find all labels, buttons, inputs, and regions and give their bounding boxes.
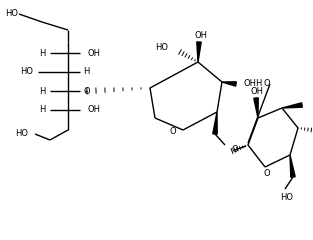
Text: OHH: OHH bbox=[244, 79, 263, 89]
Text: O: O bbox=[231, 145, 238, 155]
Polygon shape bbox=[254, 98, 258, 118]
Text: H: H bbox=[40, 106, 46, 114]
Text: H: H bbox=[40, 48, 46, 58]
Text: OH: OH bbox=[250, 86, 264, 96]
Text: HO: HO bbox=[5, 10, 18, 18]
Text: HO: HO bbox=[155, 43, 168, 53]
Text: O: O bbox=[169, 127, 176, 137]
Polygon shape bbox=[197, 42, 201, 62]
Text: O: O bbox=[263, 79, 269, 89]
Polygon shape bbox=[222, 82, 236, 86]
Text: HO: HO bbox=[15, 130, 28, 138]
Text: HO: HO bbox=[280, 192, 294, 202]
Polygon shape bbox=[290, 155, 295, 177]
Text: H: H bbox=[83, 67, 90, 77]
Text: OH: OH bbox=[88, 48, 101, 58]
Text: O: O bbox=[84, 86, 91, 96]
Text: OH: OH bbox=[194, 30, 208, 40]
Text: H: H bbox=[40, 86, 46, 96]
Text: O: O bbox=[264, 169, 270, 179]
Polygon shape bbox=[213, 112, 217, 134]
Polygon shape bbox=[282, 103, 302, 108]
Text: OH: OH bbox=[88, 106, 101, 114]
Text: HO: HO bbox=[20, 67, 33, 77]
